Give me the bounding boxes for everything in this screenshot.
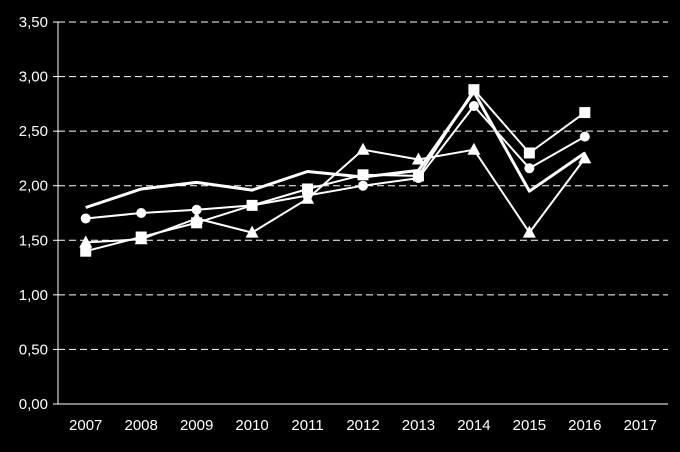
square-marker: [246, 199, 258, 211]
triangle-marker: [356, 142, 370, 155]
square-marker: [412, 170, 424, 182]
triangle-marker: [190, 211, 204, 224]
circle-marker: [524, 163, 535, 174]
triangle-marker: [134, 232, 148, 245]
y-tick-label: 2,50: [19, 123, 48, 140]
series-square: [80, 84, 591, 257]
x-axis-tick-labels: 2007 2008 2009 2010 2011 2012 2013 2014 2015 2016…: [69, 417, 657, 434]
y-axis-tick-labels: 0,00 0,50 1,00 1,50 2,00 2,50 3,00 3,50: [19, 14, 48, 413]
triangle-marker: [301, 191, 315, 204]
x-tick-label: 2011: [291, 417, 323, 434]
triangle-marker: [522, 225, 536, 238]
y-tick-label: 1,50: [19, 232, 48, 249]
x-tick-label: 2007: [69, 417, 102, 434]
x-tick-label: 2009: [180, 417, 213, 434]
circle-marker: [579, 131, 590, 142]
series-triangle: [79, 142, 592, 248]
series-layer: [79, 84, 592, 257]
square-marker: [80, 245, 92, 257]
x-tick-label: 2013: [402, 417, 435, 434]
x-tick-label: 2015: [513, 417, 546, 434]
circle-marker: [191, 204, 202, 215]
y-tick-label: 0,50: [19, 341, 48, 358]
series-line: [85, 88, 586, 253]
triangle-marker: [245, 225, 259, 238]
triangle-marker: [79, 235, 93, 248]
x-tick-label: 2014: [457, 417, 490, 434]
x-tick-label: 2016: [568, 417, 601, 434]
x-tick-label: 2012: [346, 417, 379, 434]
axes: [53, 21, 668, 405]
y-tick-label: 2,00: [19, 178, 48, 195]
square-marker: [302, 183, 314, 195]
square-marker: [523, 147, 535, 159]
triangle-marker: [578, 151, 592, 164]
y-tick-label: 0,00: [19, 396, 48, 413]
y-tick-label: 3,00: [19, 69, 48, 86]
square-marker: [579, 107, 591, 119]
y-tick-label: 1,00: [19, 287, 48, 304]
square-marker: [357, 169, 369, 181]
square-marker: [468, 84, 480, 96]
series-line: [85, 105, 586, 220]
x-tick-label: 2010: [235, 417, 268, 434]
series-line: [85, 148, 586, 244]
triangle-marker: [411, 152, 425, 165]
circle-marker: [468, 101, 479, 112]
triangle-marker: [467, 142, 481, 155]
circle-marker: [136, 208, 147, 218]
x-tick-label: 2008: [124, 417, 157, 434]
circle-marker: [358, 180, 368, 191]
y-tick-label: 3,50: [19, 14, 48, 31]
circle-marker: [80, 213, 91, 224]
x-tick-label: 2017: [624, 417, 657, 434]
